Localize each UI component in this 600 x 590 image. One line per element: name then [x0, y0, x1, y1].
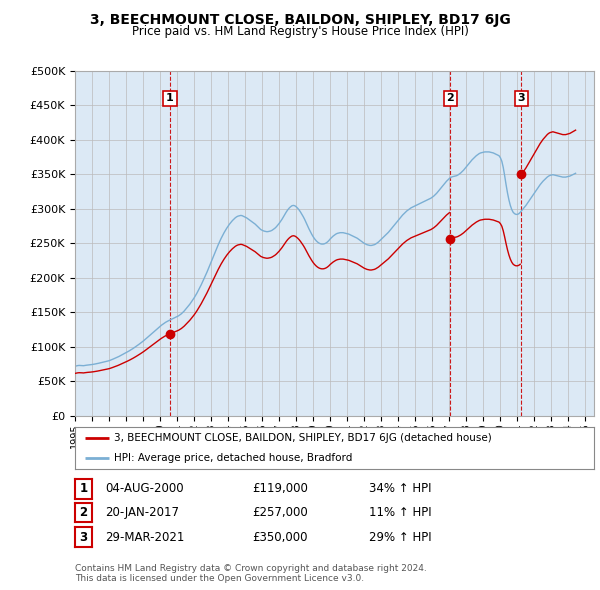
Text: £257,000: £257,000	[252, 506, 308, 519]
Text: 34% ↑ HPI: 34% ↑ HPI	[369, 482, 431, 496]
Text: Contains HM Land Registry data © Crown copyright and database right 2024.
This d: Contains HM Land Registry data © Crown c…	[75, 563, 427, 583]
Text: 04-AUG-2000: 04-AUG-2000	[105, 482, 184, 496]
Text: 20-JAN-2017: 20-JAN-2017	[105, 506, 179, 519]
Text: 2: 2	[446, 93, 454, 103]
Text: £350,000: £350,000	[252, 530, 308, 544]
Text: 3, BEECHMOUNT CLOSE, BAILDON, SHIPLEY, BD17 6JG (detached house): 3, BEECHMOUNT CLOSE, BAILDON, SHIPLEY, B…	[114, 434, 491, 444]
Text: 3: 3	[79, 530, 88, 544]
Text: £119,000: £119,000	[252, 482, 308, 496]
Text: 1: 1	[166, 93, 174, 103]
Text: 3, BEECHMOUNT CLOSE, BAILDON, SHIPLEY, BD17 6JG: 3, BEECHMOUNT CLOSE, BAILDON, SHIPLEY, B…	[89, 13, 511, 27]
Text: HPI: Average price, detached house, Bradford: HPI: Average price, detached house, Brad…	[114, 454, 352, 463]
Text: 11% ↑ HPI: 11% ↑ HPI	[369, 506, 431, 519]
Text: 3: 3	[518, 93, 525, 103]
Text: 29% ↑ HPI: 29% ↑ HPI	[369, 530, 431, 544]
Text: Price paid vs. HM Land Registry's House Price Index (HPI): Price paid vs. HM Land Registry's House …	[131, 25, 469, 38]
Text: 1: 1	[79, 482, 88, 496]
Text: 2: 2	[79, 506, 88, 519]
Text: 29-MAR-2021: 29-MAR-2021	[105, 530, 184, 544]
